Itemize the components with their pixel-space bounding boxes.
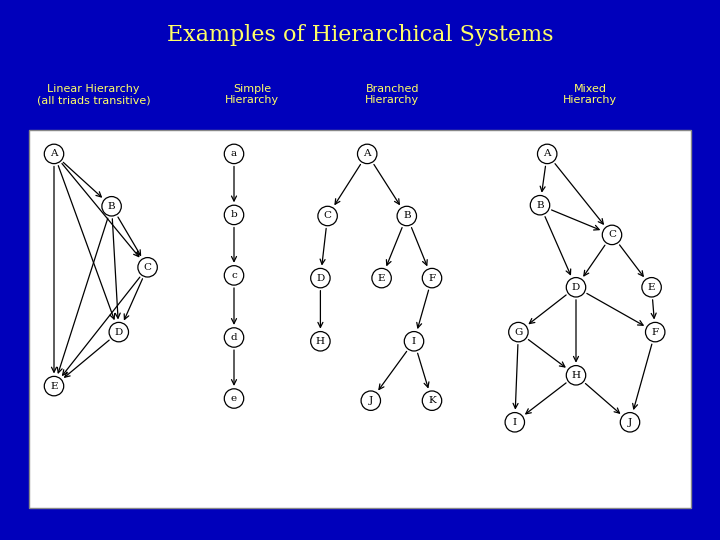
Ellipse shape bbox=[530, 195, 550, 215]
Ellipse shape bbox=[225, 205, 243, 225]
Ellipse shape bbox=[642, 278, 662, 297]
Text: E: E bbox=[648, 283, 655, 292]
Text: Branched
Hierarchy: Branched Hierarchy bbox=[365, 84, 420, 105]
Ellipse shape bbox=[310, 268, 330, 288]
Ellipse shape bbox=[422, 268, 442, 288]
Text: E: E bbox=[50, 382, 58, 390]
Ellipse shape bbox=[566, 366, 586, 385]
Text: A: A bbox=[544, 150, 551, 158]
Text: D: D bbox=[114, 328, 123, 336]
Ellipse shape bbox=[508, 322, 528, 342]
Ellipse shape bbox=[138, 258, 157, 277]
Text: Mixed
Hierarchy: Mixed Hierarchy bbox=[563, 84, 618, 105]
Text: E: E bbox=[378, 274, 385, 282]
Text: K: K bbox=[428, 396, 436, 405]
Text: J: J bbox=[628, 418, 632, 427]
Ellipse shape bbox=[361, 391, 381, 410]
Ellipse shape bbox=[422, 391, 442, 410]
Text: C: C bbox=[143, 263, 152, 272]
Ellipse shape bbox=[404, 332, 423, 351]
Text: Linear Hierarchy
(all triads transitive): Linear Hierarchy (all triads transitive) bbox=[37, 84, 150, 105]
Ellipse shape bbox=[318, 206, 338, 226]
Text: I: I bbox=[412, 337, 416, 346]
Text: A: A bbox=[50, 150, 58, 158]
Ellipse shape bbox=[225, 144, 243, 164]
Text: Simple
Hierarchy: Simple Hierarchy bbox=[225, 84, 279, 105]
Ellipse shape bbox=[45, 376, 63, 396]
Text: d: d bbox=[230, 333, 238, 342]
Ellipse shape bbox=[372, 268, 392, 288]
Ellipse shape bbox=[225, 389, 243, 408]
Text: B: B bbox=[108, 202, 115, 211]
Text: J: J bbox=[369, 396, 373, 405]
Text: C: C bbox=[608, 231, 616, 239]
Text: e: e bbox=[231, 394, 237, 403]
Text: D: D bbox=[316, 274, 325, 282]
Text: F: F bbox=[428, 274, 436, 282]
Ellipse shape bbox=[397, 206, 416, 226]
Text: G: G bbox=[514, 328, 523, 336]
Text: H: H bbox=[316, 337, 325, 346]
Ellipse shape bbox=[602, 225, 622, 245]
Text: D: D bbox=[572, 283, 580, 292]
Ellipse shape bbox=[566, 278, 586, 297]
Ellipse shape bbox=[621, 413, 640, 432]
Text: C: C bbox=[323, 212, 332, 220]
Text: F: F bbox=[652, 328, 659, 336]
Text: B: B bbox=[536, 201, 544, 210]
Text: I: I bbox=[513, 418, 517, 427]
Ellipse shape bbox=[225, 328, 243, 347]
Ellipse shape bbox=[225, 266, 243, 285]
Ellipse shape bbox=[505, 413, 524, 432]
Text: a: a bbox=[231, 150, 237, 158]
Text: Examples of Hierarchical Systems: Examples of Hierarchical Systems bbox=[167, 24, 553, 46]
FancyBboxPatch shape bbox=[29, 130, 691, 508]
Ellipse shape bbox=[45, 144, 63, 164]
Ellipse shape bbox=[537, 144, 557, 164]
Ellipse shape bbox=[646, 322, 665, 342]
Ellipse shape bbox=[357, 144, 377, 164]
Text: c: c bbox=[231, 271, 237, 280]
Ellipse shape bbox=[310, 332, 330, 351]
Ellipse shape bbox=[109, 322, 129, 342]
Text: A: A bbox=[364, 150, 371, 158]
Text: b: b bbox=[230, 211, 238, 219]
Text: H: H bbox=[572, 371, 580, 380]
Ellipse shape bbox=[102, 197, 121, 216]
Text: B: B bbox=[403, 212, 410, 220]
